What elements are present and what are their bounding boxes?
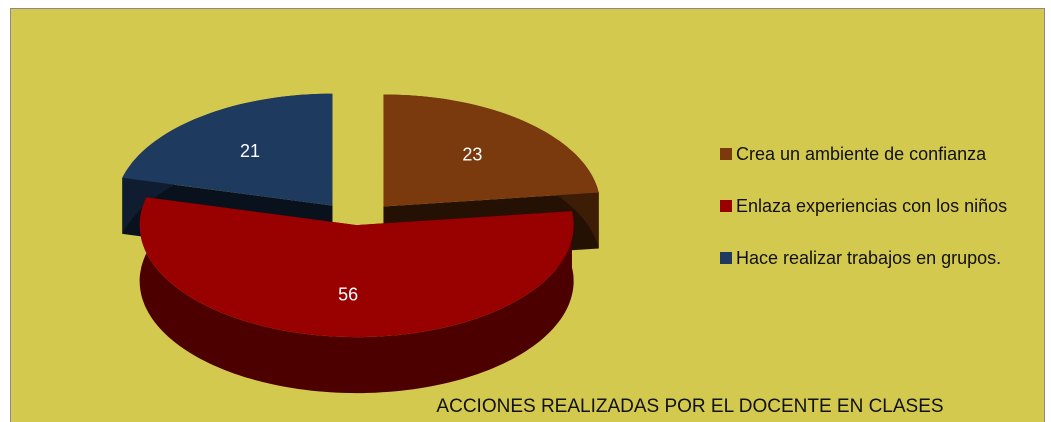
legend-entry: Enlaza experiencias con los niños [720, 192, 1030, 221]
legend-label: Enlaza experiencias con los niños [736, 196, 1008, 216]
legend-swatch [720, 200, 732, 212]
data-label: 23 [462, 144, 482, 164]
legend-label: Crea un ambiente de confianza [736, 144, 987, 164]
legend: Crea un ambiente de confianza Enlaza expe… [720, 140, 1030, 296]
slice-top [122, 93, 333, 206]
legend-swatch [720, 148, 732, 160]
data-label: 56 [338, 284, 358, 304]
legend-entry: Crea un ambiente de confianza [720, 140, 1030, 169]
legend-swatch [720, 252, 732, 264]
slice-top [383, 94, 599, 207]
legend-entry: Hace realizar trabajos en grupos. [720, 244, 1030, 273]
data-label: 21 [240, 141, 260, 161]
slice [139, 197, 574, 394]
slice-top [139, 197, 574, 338]
legend-label: Hace realizar trabajos en grupos. [736, 248, 1002, 268]
slice-wall [139, 197, 574, 394]
chart-title: ACCIONES REALIZADAS POR EL DOCENTE EN CL… [436, 396, 944, 417]
